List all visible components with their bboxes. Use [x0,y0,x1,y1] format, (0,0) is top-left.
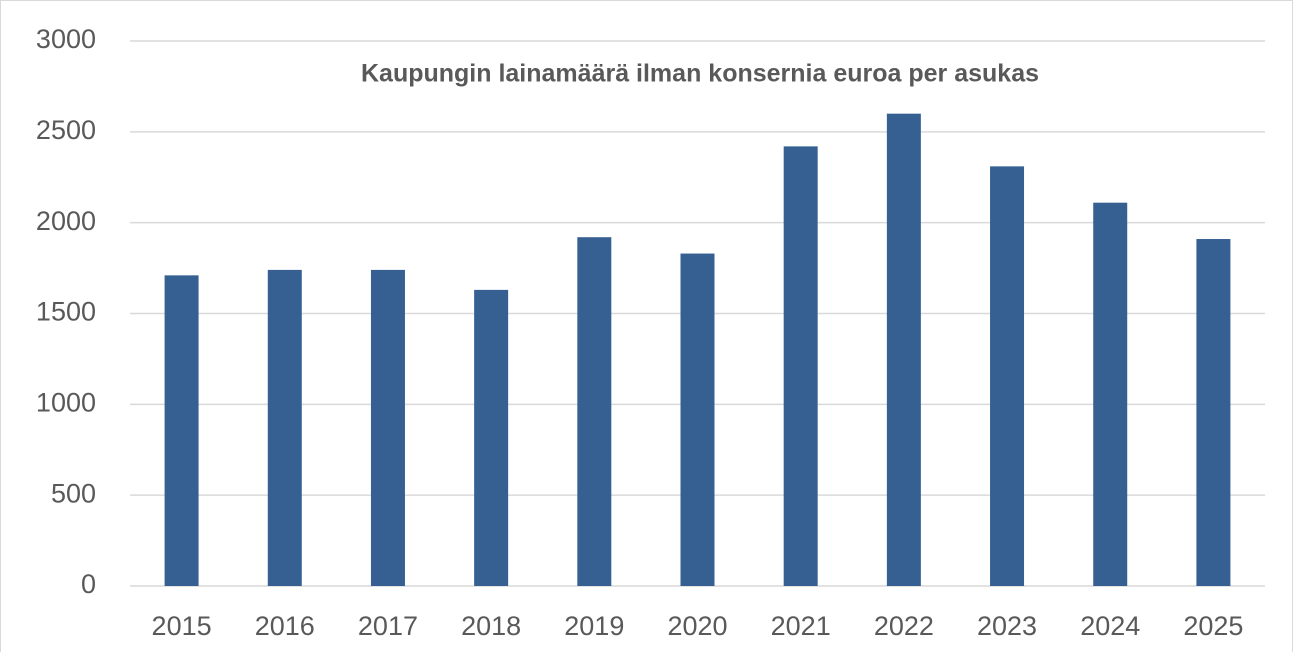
x-tick-label: 2022 [874,611,934,641]
bar [783,146,818,586]
y-tick-label: 1500 [36,297,96,327]
x-tick-label: 2016 [255,611,315,641]
y-tick-label: 1000 [36,387,96,417]
y-tick-label: 0 [81,569,96,599]
x-tick-label: 2018 [461,611,521,641]
x-tick-label: 2025 [1183,611,1243,641]
bar [1093,202,1128,586]
x-tick-label: 2015 [152,611,212,641]
y-tick-label: 3000 [36,24,96,54]
bar [886,113,921,587]
bar [267,269,302,586]
bar [680,253,715,587]
bar [1196,239,1231,586]
x-tick-label: 2020 [667,611,727,641]
x-tick-label: 2021 [771,611,831,641]
bar [577,237,612,586]
x-tick-label: 2023 [977,611,1037,641]
bar [990,166,1025,586]
bar [164,275,199,586]
x-tick-label: 2017 [358,611,418,641]
y-tick-label: 500 [51,478,96,508]
y-tick-label: 2000 [36,206,96,236]
bar [370,269,405,586]
x-tick-label: 2024 [1080,611,1140,641]
chart-title: Kaupungin lainamäärä ilman konsernia eur… [361,60,1039,88]
y-tick-label: 2500 [36,115,96,145]
x-tick-label: 2019 [564,611,624,641]
bar [474,289,509,586]
